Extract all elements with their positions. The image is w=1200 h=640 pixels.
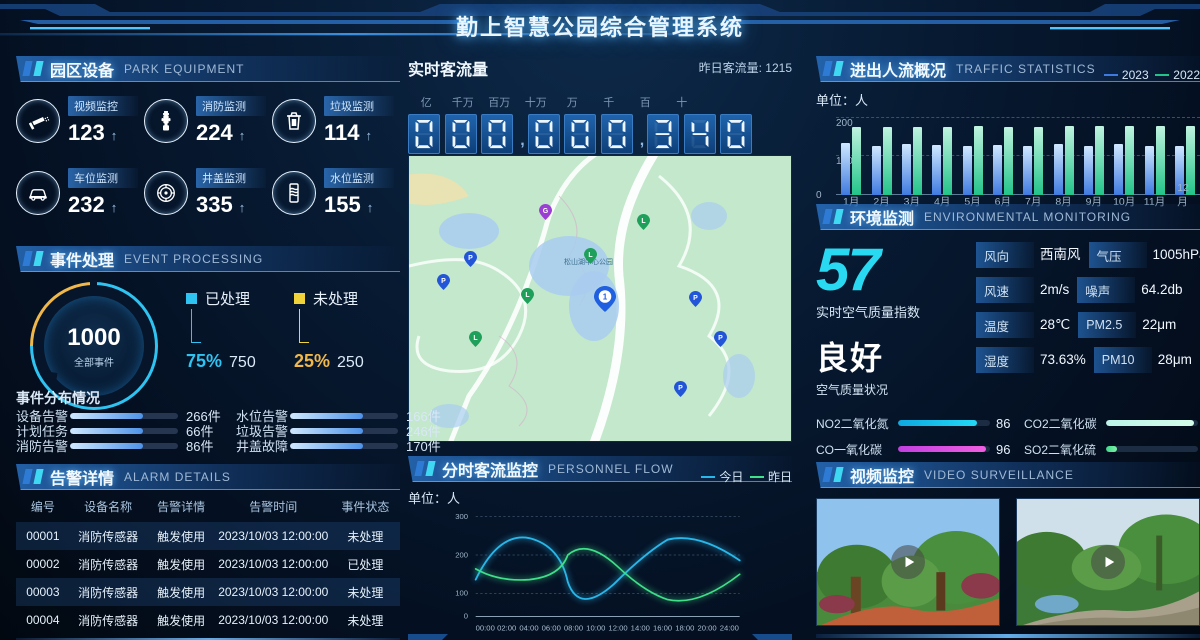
svg-text:08:00: 08:00 (564, 623, 583, 632)
svg-text:L: L (641, 218, 646, 225)
svg-text:P: P (468, 255, 473, 262)
svg-text:100: 100 (455, 589, 468, 598)
svg-text:04:00: 04:00 (519, 623, 538, 632)
svg-text:02:00: 02:00 (497, 623, 516, 632)
svg-text:200: 200 (455, 550, 468, 559)
svg-text:06:00: 06:00 (542, 623, 561, 632)
svg-text:300: 300 (455, 512, 468, 521)
svg-text:L: L (473, 335, 478, 342)
svg-text:0: 0 (464, 612, 468, 621)
svg-text:20:00: 20:00 (697, 623, 716, 632)
svg-text:10:00: 10:00 (586, 623, 605, 632)
svg-text:24:00: 24:00 (720, 623, 739, 632)
svg-text:1: 1 (603, 293, 608, 302)
svg-text:00:00: 00:00 (476, 623, 495, 632)
svg-text:P: P (441, 278, 446, 285)
svg-text:G: G (543, 208, 549, 215)
svg-text:14:00: 14:00 (631, 623, 650, 632)
svg-text:18:00: 18:00 (675, 623, 694, 632)
svg-text:P: P (678, 385, 683, 392)
svg-text:12:00: 12:00 (608, 623, 627, 632)
svg-text:16:00: 16:00 (653, 623, 672, 632)
svg-text:L: L (525, 292, 530, 299)
svg-text:P: P (693, 295, 698, 302)
svg-text:L: L (588, 252, 593, 259)
svg-text:P: P (718, 335, 723, 342)
